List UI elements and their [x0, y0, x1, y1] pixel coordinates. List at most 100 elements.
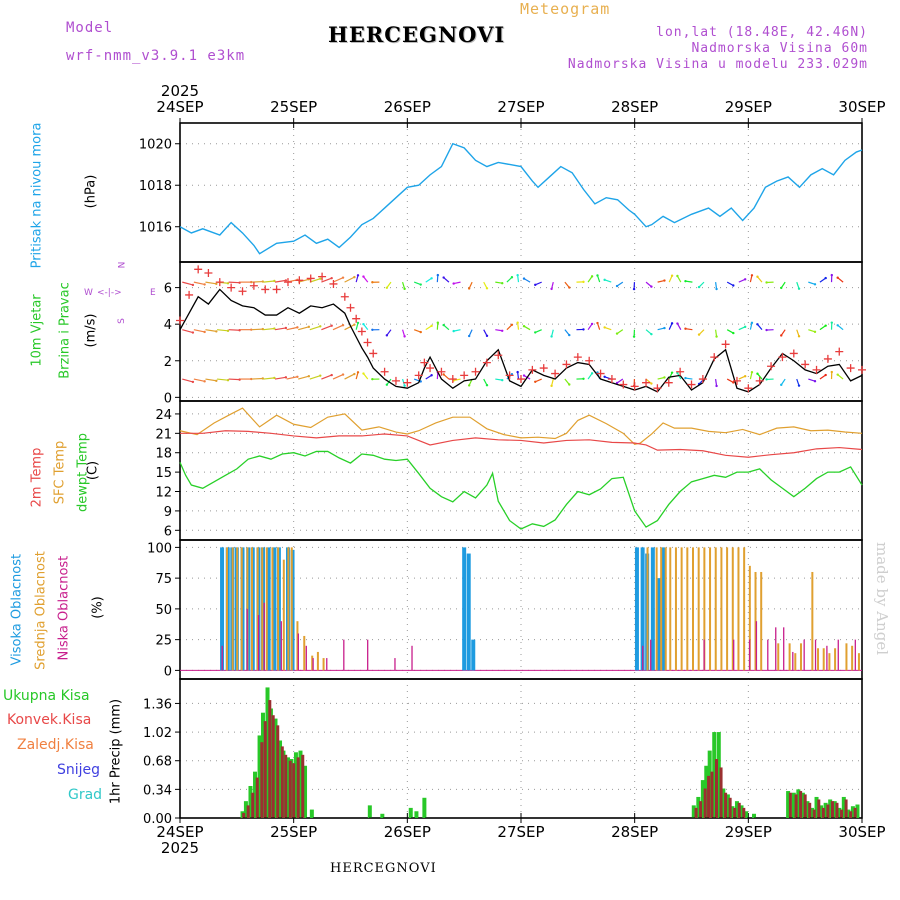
wind-gust-marker — [778, 353, 787, 362]
wind-arrow-head — [615, 284, 619, 288]
mid-cloud-bar — [794, 653, 797, 671]
wind-arrow-head — [756, 372, 759, 375]
wind-gust-marker — [698, 375, 707, 384]
y-tick-label: 1.36 — [143, 697, 172, 712]
wind-arrow-head — [813, 380, 817, 383]
wind-arrow-head — [632, 335, 636, 338]
wind-gust-marker — [357, 327, 366, 336]
low-cloud-bar — [650, 639, 652, 671]
mid-cloud-bar — [236, 547, 239, 671]
x-tick-label-top: 27SEP — [497, 98, 544, 116]
conv-precip-bar — [296, 757, 300, 818]
wind-arrow-head — [534, 380, 537, 383]
wind-arrow-head — [732, 331, 735, 335]
y-tick-label: 1018 — [139, 179, 172, 194]
wind-gust-marker — [176, 316, 184, 325]
wind-gust-marker — [823, 354, 832, 363]
conv-precip-bar — [742, 807, 746, 818]
wind-arrow-head — [824, 373, 827, 377]
wind-arrow-head — [590, 322, 594, 326]
compass-arrows-icon: <-|-> — [97, 288, 122, 298]
wind-arrow-head — [296, 375, 299, 378]
wind-gust-marker — [710, 353, 719, 362]
mid-cloud-bar — [845, 643, 848, 671]
total-precip-bar — [253, 771, 258, 818]
conv-precip-bar — [292, 763, 296, 818]
mid-cloud-bar — [231, 547, 234, 671]
y-tick-label: 0.34 — [143, 783, 172, 798]
wind-arrow-head — [191, 380, 195, 384]
wind-arrow-head — [516, 273, 519, 277]
wind-arrow — [344, 373, 355, 380]
wind-arrow — [286, 326, 298, 331]
total-precip-bar — [744, 811, 749, 818]
mid-cloud-bar — [714, 547, 717, 671]
wind-arrow-head — [330, 373, 333, 377]
mid-cloud-bar — [322, 658, 325, 671]
mid-cloud-bar — [748, 565, 751, 671]
wind-arrow-head — [238, 281, 241, 284]
legend-freezing-rain: Zaledj.Kisa — [17, 737, 94, 753]
mid-cloud-bar — [655, 547, 658, 671]
wind-arrow-head — [215, 379, 218, 382]
wind-arrow-head — [452, 329, 455, 333]
low-cloud-bar — [748, 639, 751, 671]
wind-arrow-head — [780, 383, 783, 387]
wind-arrow — [263, 280, 275, 283]
low-cloud-bar — [312, 658, 314, 671]
high-cloud-bar — [272, 547, 277, 671]
model-elevation: Nadmorska Visina u modelu 233.029m — [567, 57, 868, 72]
wind-arrow-head — [756, 275, 759, 278]
wind-gust-marker — [585, 356, 594, 365]
wind-gust-marker — [630, 382, 639, 391]
wind-arrow-head — [307, 375, 311, 378]
wind-arrow-head — [261, 327, 265, 331]
total-precip-bar — [265, 687, 270, 818]
wind-arrow — [182, 378, 194, 383]
wind-gust-marker — [596, 369, 605, 378]
low-cloud-bar — [814, 639, 817, 671]
total-precip-bar — [721, 788, 726, 818]
high-cloud-bar — [634, 547, 639, 671]
low-cloud-bar — [263, 602, 265, 671]
conv-precip-bar — [728, 797, 732, 818]
y-tick-label: 4 — [164, 318, 172, 333]
conv-precip-bar — [817, 799, 821, 818]
wind-gust-marker — [755, 376, 764, 385]
wind-arrow-head — [697, 333, 701, 336]
wind-gust-marker — [380, 367, 389, 376]
wind-arrow-head — [550, 384, 553, 388]
t2m-temp-line — [180, 430, 863, 458]
conv-precip-bar — [808, 802, 812, 818]
conv-precip-bar — [251, 792, 255, 818]
wind-gust-marker — [482, 358, 491, 367]
chart-subtitle: Meteogram — [520, 0, 611, 18]
wind-arrow-head — [442, 373, 445, 376]
low-cloud-bar — [305, 645, 307, 671]
wind-arrow-head — [284, 326, 288, 330]
wind-arrow-head — [743, 278, 747, 281]
mid-cloud-bar — [303, 635, 306, 671]
wind-arrow-head — [632, 287, 636, 291]
sfc-temp-line — [179, 407, 863, 445]
y-tick-label: 100 — [147, 541, 172, 556]
wind-arrow-head — [436, 321, 440, 324]
mid-cloud-bar — [692, 547, 694, 671]
wind-arrow — [182, 281, 194, 286]
wind-arrow-head — [650, 285, 653, 288]
wind-arrow-head — [670, 371, 674, 374]
wind-arrow — [298, 326, 309, 331]
wind-arrow — [344, 276, 355, 283]
wind-gust-marker — [653, 384, 662, 393]
x-tick-label-top: 25SEP — [270, 98, 317, 116]
mid-cloud-bar — [240, 547, 243, 671]
total-precip-bar — [380, 813, 385, 818]
wind-arrow — [251, 377, 263, 380]
legend-conv-rain: Konvek.Kisa — [7, 712, 92, 728]
total-precip-bar — [814, 796, 819, 818]
wind-arrow-head — [663, 279, 666, 282]
wind-gust-marker — [642, 378, 651, 387]
wind-gust-marker — [732, 376, 741, 385]
high-cloud-bar — [266, 547, 271, 671]
wind-arrow-head — [663, 326, 666, 330]
